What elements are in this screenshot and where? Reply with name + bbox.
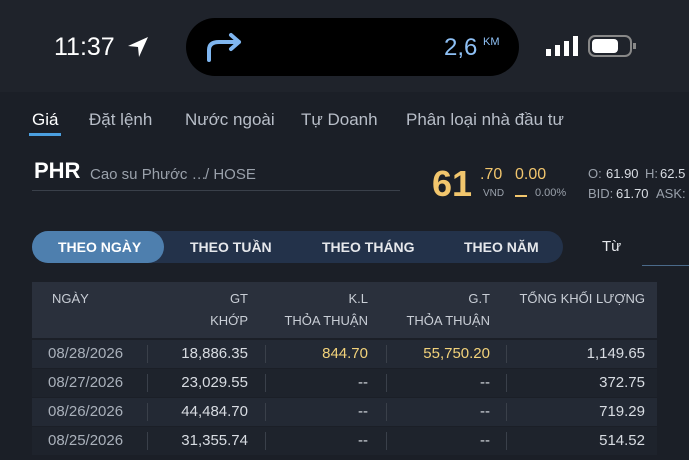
distance-unit: KM xyxy=(483,36,500,48)
cell-divider xyxy=(265,432,266,450)
period-button[interactable]: THEO NĂM xyxy=(464,239,539,255)
from-underline xyxy=(642,265,689,266)
high: 62.5 xyxy=(660,166,686,181)
table-cell: 08/26/2026 xyxy=(48,403,124,420)
column-header: K.L xyxy=(348,291,368,306)
column-header: GT xyxy=(229,291,248,306)
table-cell: 08/28/2026 xyxy=(48,345,124,362)
table-cell: 31,355.74 xyxy=(181,432,248,449)
change-bar xyxy=(515,195,527,197)
symbol: PHR xyxy=(34,158,81,183)
period-active xyxy=(32,231,164,263)
bid-label: BID: xyxy=(588,186,614,201)
open-label: O: xyxy=(588,166,602,181)
cell-divider xyxy=(506,403,507,421)
table-cell: -- xyxy=(480,374,490,391)
table-cell: -- xyxy=(480,403,490,420)
table-cell: 44,484.70 xyxy=(181,403,248,420)
cell-divider xyxy=(386,345,387,363)
column-header: THỎA THUẬN xyxy=(284,313,368,328)
divider xyxy=(32,190,400,191)
exchange: / HOSE xyxy=(205,166,256,183)
change: 0.00 xyxy=(515,166,547,183)
bid: 61.70 xyxy=(616,186,649,201)
period-button[interactable]: THEO TUẦN xyxy=(190,239,272,255)
table-cell: 372.75 xyxy=(599,374,645,391)
battery xyxy=(588,35,636,57)
turn-arrow xyxy=(207,33,241,62)
cell-divider xyxy=(147,345,148,363)
distance: 2,6 xyxy=(444,34,478,61)
open: 61.90 xyxy=(606,166,639,181)
location-icon xyxy=(128,37,148,57)
signal xyxy=(546,36,578,56)
table-cell: -- xyxy=(358,374,368,391)
table-row xyxy=(32,340,657,368)
table-row xyxy=(32,369,657,397)
cell-divider xyxy=(265,374,266,392)
tab[interactable]: Phân loại nhà đầu tư xyxy=(406,110,564,129)
dynamic-island xyxy=(186,18,519,76)
cell-divider xyxy=(265,345,266,363)
from-label[interactable]: Từ xyxy=(602,238,622,255)
price-decimal: .70 xyxy=(480,166,503,183)
table-cell: 08/27/2026 xyxy=(48,374,124,391)
column-header: TỔNG KHỐI LƯỢNG xyxy=(519,291,645,306)
time: 11:37 xyxy=(54,33,115,61)
change-pct: 0.00% xyxy=(535,187,567,199)
period-button[interactable]: THEO NGÀY xyxy=(58,239,142,255)
cell-divider xyxy=(386,374,387,392)
high-label: H: xyxy=(645,166,658,181)
cell-divider xyxy=(506,374,507,392)
table-row xyxy=(32,398,657,426)
tab[interactable]: Giá xyxy=(32,110,59,129)
tab-underline xyxy=(29,133,61,136)
table-cell: 719.29 xyxy=(599,403,645,420)
tab[interactable]: Tự Doanh xyxy=(301,110,378,129)
column-header: G.T xyxy=(468,291,490,306)
table-cell: 18,886.35 xyxy=(181,345,248,362)
table-header xyxy=(32,282,657,338)
tab[interactable]: Đặt lệnh xyxy=(89,110,153,129)
table-cell: 23,029.55 xyxy=(181,374,248,391)
cell-divider xyxy=(386,432,387,450)
table-cell: 08/25/2026 xyxy=(48,432,124,449)
table-cell: -- xyxy=(480,432,490,449)
column-header: NGÀY xyxy=(52,291,89,306)
table-cell: 1,149.65 xyxy=(586,345,645,362)
tab[interactable]: Nước ngoài xyxy=(185,110,275,129)
table-row xyxy=(32,427,657,455)
ask-label: ASK: xyxy=(656,186,686,201)
cell-divider xyxy=(147,403,148,421)
table-cell: 514.52 xyxy=(599,432,645,449)
cell-divider xyxy=(265,403,266,421)
table-cell: -- xyxy=(358,432,368,449)
cell-divider xyxy=(506,345,507,363)
table-cell: 844.70 xyxy=(322,345,368,362)
table-cell: 55,750.20 xyxy=(423,345,490,362)
tab-bar: Giá Đặt lệnh Nước ngoài Tự Doanh Phân lo… xyxy=(0,100,689,140)
company-name: Cao su Phước … xyxy=(90,166,207,183)
cell-divider xyxy=(386,403,387,421)
column-header: KHỚP xyxy=(210,313,248,328)
cell-divider xyxy=(506,432,507,450)
period-button[interactable]: THEO THÁNG xyxy=(322,239,415,255)
cell-divider xyxy=(147,432,148,450)
table-cell: -- xyxy=(358,403,368,420)
currency: VND xyxy=(483,188,505,199)
price: 61 xyxy=(432,163,473,204)
cell-divider xyxy=(147,374,148,392)
column-header: THỎA THUẬN xyxy=(406,313,490,328)
